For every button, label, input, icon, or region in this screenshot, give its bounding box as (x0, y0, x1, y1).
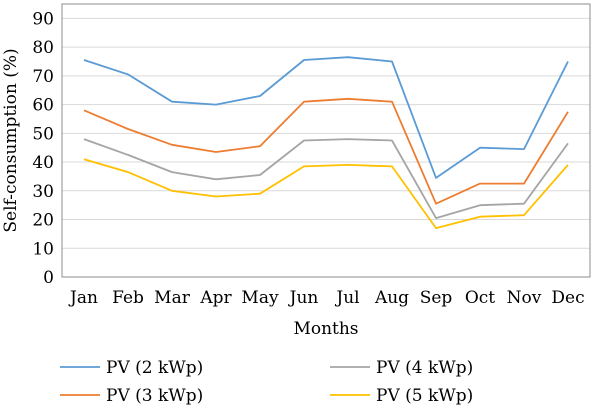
y-tick-label: 10 (32, 239, 54, 259)
x-axis-label: Months (293, 319, 358, 339)
y-tick-label: 70 (32, 67, 54, 87)
x-tick-label: May (241, 288, 279, 308)
legend-entry: PV (2 kWp) (60, 358, 203, 378)
x-tick-label: Apr (199, 288, 232, 308)
x-tick-label: Aug (374, 288, 409, 308)
series-line-2 (83, 97, 569, 205)
x-tick-label: Nov (507, 288, 542, 308)
y-tick-label: 0 (43, 268, 54, 288)
x-tick-label: Jun (288, 288, 319, 308)
y-axis-label: Self-consumption (%) (1, 48, 21, 232)
x-tick-label: Jan (68, 288, 98, 308)
legend-entry: PV (3 kWp) (60, 386, 203, 406)
x-tick-label: Sep (420, 288, 453, 308)
series-line-4 (83, 158, 569, 230)
y-tick-label: 90 (32, 9, 54, 29)
y-tick-label: 30 (32, 182, 54, 202)
x-axis-ticks: Jan Feb Mar Apr May Jun Jul Aug Sep Oct Nov Dec (68, 288, 585, 308)
y-axis-ticks: 0 10 20 30 40 50 60 70 80 90 (32, 9, 54, 288)
plot-frame (61, 3, 591, 278)
x-tick-label: Oct (465, 288, 495, 308)
legend-label: PV (3 kWp) (106, 386, 203, 406)
grid-lines (62, 17, 590, 249)
y-tick-label: 50 (32, 124, 54, 144)
legend-entry: PV (5 kWp) (330, 386, 473, 406)
legend-label: PV (4 kWp) (376, 358, 473, 378)
x-tick-label: Dec (551, 288, 584, 308)
legend-label: PV (5 kWp) (376, 386, 473, 406)
y-tick-label: 40 (32, 153, 54, 173)
series-lines (83, 56, 569, 230)
y-tick-label: 60 (32, 96, 54, 116)
x-tick-label: Mar (154, 288, 191, 308)
legend-label: PV (2 kWp) (106, 358, 203, 378)
x-tick-label: Jul (334, 288, 359, 308)
series-line-1 (83, 56, 569, 179)
series-line-3 (83, 138, 569, 220)
y-tick-label: 80 (32, 38, 54, 58)
x-tick-label: Feb (112, 288, 144, 308)
legend-entry: PV (4 kWp) (330, 358, 473, 378)
legend: PV (2 kWp) PV (4 kWp) PV (3 kWp) PV (5 kWp) (60, 358, 473, 406)
y-tick-label: 20 (32, 211, 54, 231)
